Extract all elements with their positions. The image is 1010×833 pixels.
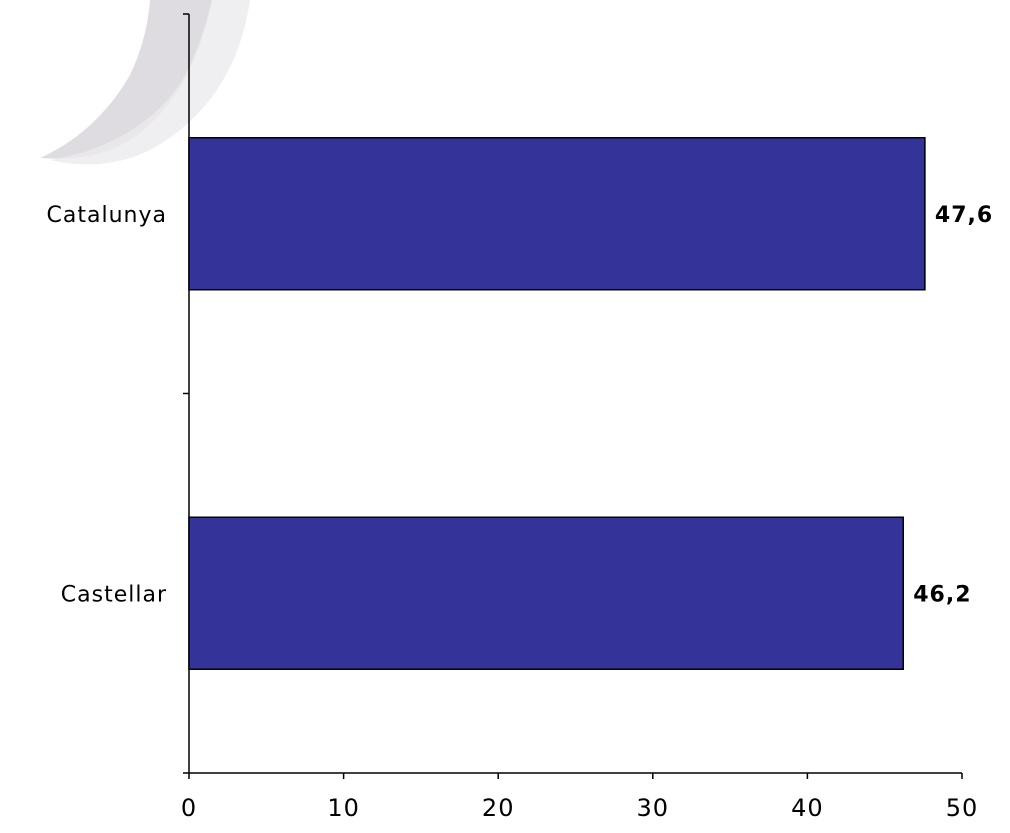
category-label: Catalunya [47, 203, 167, 228]
x-tick-label: 50 [946, 794, 979, 822]
category-label: Castellar [61, 582, 167, 607]
labels-layer: 0 10 20 30 40 50 Catalunya 47,6 Castellar 46,2 [47, 203, 993, 822]
bar-catalunya [188, 137, 926, 291]
x-tick-label: 40 [791, 794, 824, 822]
bar-castellar [188, 516, 905, 670]
bars-layer [188, 137, 926, 670]
x-tick-label: 10 [327, 794, 360, 822]
data-label: 47,6 [935, 203, 993, 228]
data-label: 46,2 [913, 582, 971, 607]
background-swoosh-decoration [40, 0, 212, 159]
background-swoosh-shadow [50, 0, 250, 165]
x-tick-label: 20 [482, 794, 515, 822]
x-tick-label: 0 [181, 794, 197, 822]
x-tick-label: 30 [637, 794, 670, 822]
